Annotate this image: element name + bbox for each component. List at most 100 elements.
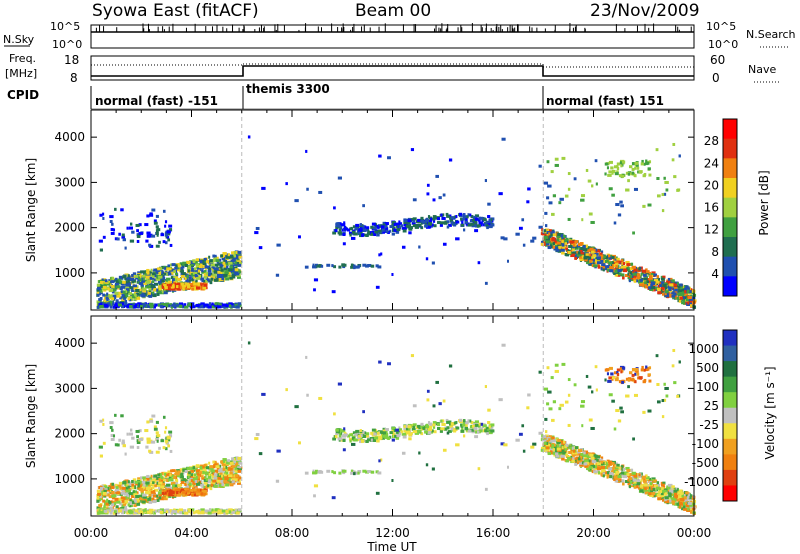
power-cell [114,304,117,308]
velocity-cell [148,476,152,480]
velocity-cell [208,469,212,473]
velocity-cell [349,439,352,443]
power-cell [567,250,571,254]
velocity-cell [144,429,149,433]
power-cell [608,187,613,191]
velocity-cell [125,489,129,493]
power-cell [174,286,177,290]
velocity-cell [247,341,251,345]
power-cell [484,281,488,285]
power-cell [151,208,156,212]
power-cell [190,273,194,277]
power-cell [412,224,418,228]
power-cell [674,296,677,300]
power-cell [162,274,165,278]
velocity-cell [463,434,466,438]
power-cell [353,266,356,270]
velocity-cell [521,424,525,428]
power-cell [194,269,199,273]
power-cell [228,268,233,272]
velocity-cell [222,467,226,471]
power-cell [616,166,620,170]
power-cell [538,225,543,229]
power-cell [567,187,571,191]
power-cell [200,262,203,266]
velocity-cell [189,480,192,484]
colorbar-swatch [723,197,737,218]
freq-panel: Freq. [MHz] 18 8 60 0 Nave [5,52,780,85]
velocity-cell [131,483,135,487]
power-cell [237,302,242,306]
power-scatter [96,135,697,309]
power-cell [633,187,638,191]
power-cell [318,264,324,268]
power-cell [565,247,568,251]
power-cell [164,285,167,289]
power-cell [614,172,619,176]
power-cell [114,291,119,295]
power-cell [218,278,223,282]
power-cell [217,262,221,266]
power-cell [428,219,433,223]
velocity-cell [238,476,242,480]
velocity-cell [201,476,205,480]
velocity-cell [96,489,100,493]
power-cell [133,304,138,308]
power-cell [561,240,564,244]
velocity-cell [200,483,205,487]
velocity-cell [358,434,361,438]
power-cell [611,193,615,197]
power-cell [191,287,194,291]
velocity-cell [204,471,209,475]
velocity-cell [312,471,317,475]
velocity-cell [461,427,464,431]
velocity-cell [484,385,488,389]
velocity-cell [179,511,183,515]
power-cell [285,182,288,186]
power-cell [466,215,469,219]
velocity-cell [211,508,214,512]
power-cell [631,167,635,171]
power-cell [97,286,102,290]
power-cell [590,220,595,224]
velocity-cell [136,435,139,439]
power-cell [113,288,117,292]
power-cell [203,275,208,279]
velocity-cell [108,501,112,505]
power-cell [229,255,234,259]
velocity-cell [173,510,178,514]
power-cell [613,165,618,169]
power-cell [228,271,231,275]
power-cell [118,275,123,279]
velocity-cell [485,430,489,434]
power-cell [412,198,417,202]
power-cell [180,273,184,277]
power-cell [620,160,626,164]
power-cell [687,301,690,305]
power-cell [134,303,138,307]
power-cell [337,176,342,180]
power-cell [615,264,618,268]
nave-top-tick: 60 [710,53,725,67]
power-cell [110,276,113,280]
power-cell [571,241,575,245]
power-cell [223,259,226,263]
velocity-cell [174,492,177,496]
power-cell [610,166,614,170]
velocity-cell [236,459,240,463]
power-cell [208,255,211,259]
velocity-cell [215,465,220,469]
power-cell [592,254,597,258]
power-cell [118,291,123,295]
power-cell [425,257,429,261]
power-cell [231,259,236,263]
power-cell [626,263,631,267]
velocity-cell [515,438,520,442]
power-cell [358,228,361,232]
power-cell [422,220,426,224]
velocity-cell [396,434,401,438]
power-cell [560,248,565,252]
power-cell [227,253,230,257]
power-cell [171,263,176,267]
